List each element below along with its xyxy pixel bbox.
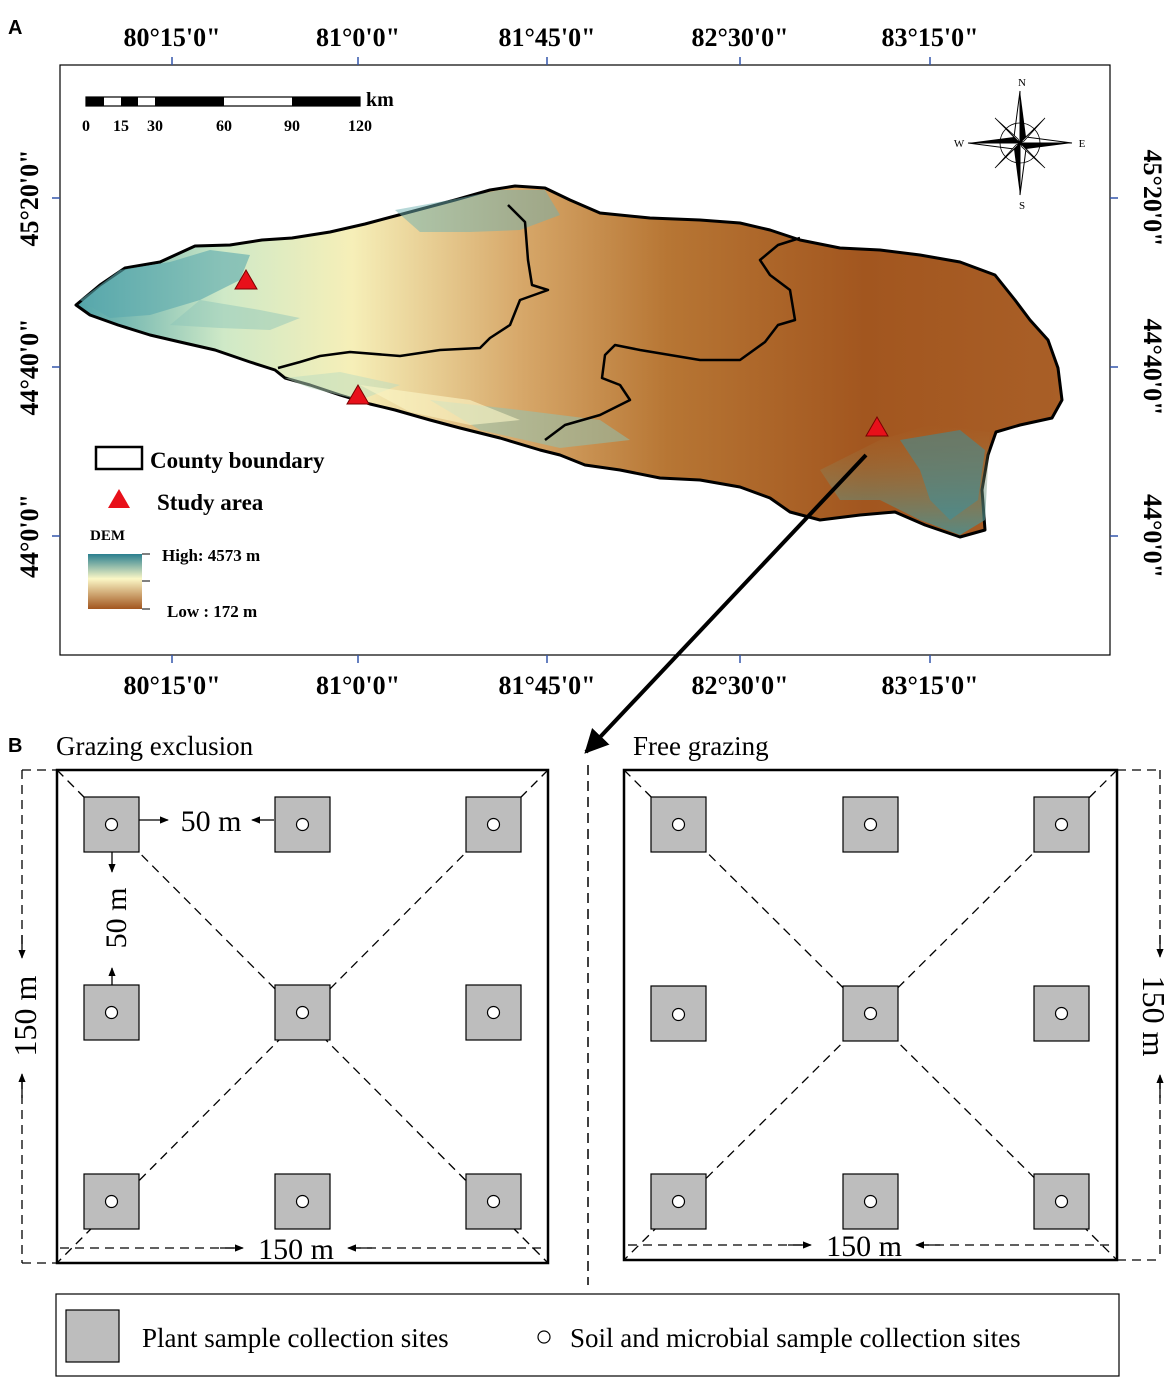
dem-title: DEM xyxy=(90,528,125,544)
left-height-label: 150 m xyxy=(7,975,43,1056)
lat-label-left-3: 44°0'0" xyxy=(15,494,44,578)
study-area-label: Study area xyxy=(157,490,264,515)
compass-rose-icon: N S E W xyxy=(954,77,1086,212)
study-area-marker-2 xyxy=(346,384,370,405)
lat-label-right-3: 44°0'0" xyxy=(1138,494,1167,578)
zoom-arrow xyxy=(584,453,868,754)
lon-label-bottom-1: 80°15'0" xyxy=(123,671,220,700)
soil-site xyxy=(486,817,501,832)
right-width-label: 150 m xyxy=(826,1230,902,1263)
map-legend: County boundary Study area DEM High: 457… xyxy=(88,445,325,621)
spacing-label-vertical: 50 m xyxy=(100,888,133,949)
soil-site xyxy=(671,817,686,832)
soil-site xyxy=(671,1007,686,1022)
soil-site xyxy=(1054,1194,1069,1209)
soil-site xyxy=(104,1005,119,1020)
soil-site xyxy=(486,1194,501,1209)
lat-label-left-2: 44°40'0" xyxy=(15,318,44,415)
left-plot-title: Grazing exclusion xyxy=(56,731,254,761)
grazing-exclusion-plot: 150 m 150 m 50 m 50 m xyxy=(7,768,550,1266)
plant-site xyxy=(274,984,331,1041)
dem-high-label: High: 4573 m xyxy=(162,546,260,565)
soil-site xyxy=(863,1194,878,1209)
study-area-marker-1 xyxy=(234,269,258,290)
lon-label-bottom-2: 81°0'0" xyxy=(316,671,400,700)
soil-site-legend-icon xyxy=(537,1330,551,1344)
sampling-legend: Plant sample collection sites Soil and m… xyxy=(55,1293,1120,1377)
lon-label-bottom-4: 82°30'0" xyxy=(691,671,788,700)
compass-s: S xyxy=(1019,200,1025,212)
dem-color-ramp xyxy=(88,554,142,609)
panel-a-label: A xyxy=(8,17,22,39)
compass-e: E xyxy=(1079,138,1086,150)
soil-site xyxy=(295,817,310,832)
soil-site xyxy=(104,817,119,832)
scale-tick-60: 60 xyxy=(216,118,232,135)
soil-site xyxy=(671,1194,686,1209)
free-grazing-plot: 150 m 150 m xyxy=(622,768,1170,1263)
soil-site xyxy=(104,1194,119,1209)
soil-site xyxy=(295,1005,310,1020)
lon-label-bottom-5: 83°15'0" xyxy=(881,671,978,700)
lon-label-top-2: 81°0'0" xyxy=(316,23,400,52)
plant-site-legend-icon xyxy=(65,1309,120,1363)
lon-label-top-4: 82°30'0" xyxy=(691,23,788,52)
panel-a: A 80°15'0" 81°0'0" 81°45'0" 82°30'0" 83°… xyxy=(8,17,1167,754)
compass-n: N xyxy=(1018,77,1026,89)
lat-label-right-2: 44°40'0" xyxy=(1138,318,1167,415)
sampling-legend-box xyxy=(55,1293,1120,1377)
lon-label-top-5: 83°15'0" xyxy=(881,23,978,52)
right-plot-title: Free grazing xyxy=(633,731,769,761)
study-area-markers xyxy=(234,269,889,437)
dem-low-label: Low : 172 m xyxy=(167,602,257,621)
study-area-legend-icon xyxy=(108,489,130,508)
dem-terrain xyxy=(74,184,1064,539)
scale-bar-unit: km xyxy=(366,89,394,111)
soil-site xyxy=(1054,817,1069,832)
study-area-marker-3 xyxy=(865,416,889,437)
panel-b-label: B xyxy=(8,735,22,757)
soil-site xyxy=(295,1194,310,1209)
panel-b: B Grazing exclusion Free grazing xyxy=(7,731,1170,1377)
scale-tick-90: 90 xyxy=(284,118,300,135)
soil-site xyxy=(863,817,878,832)
scale-tick-15: 15 xyxy=(113,118,129,135)
right-height-label: 150 m xyxy=(1136,976,1170,1057)
lon-label-bottom-3: 81°45'0" xyxy=(498,671,595,700)
soil-site-legend-label: Soil and microbial sample collection sit… xyxy=(570,1323,1021,1353)
scale-bar: km 0 15 30 60 90 120 xyxy=(82,89,394,135)
left-width-label: 150 m xyxy=(258,1233,334,1266)
graticule-ticks xyxy=(52,57,1118,663)
soil-site xyxy=(863,1006,878,1021)
county-boundary-swatch xyxy=(94,445,144,471)
lon-label-top-3: 81°45'0" xyxy=(498,23,595,52)
county-boundaries xyxy=(277,204,801,441)
spacing-label-horizontal: 50 m xyxy=(181,805,242,838)
soil-site xyxy=(1054,1006,1069,1021)
lat-label-right-1: 45°20'0" xyxy=(1138,149,1167,246)
scale-tick-30: 30 xyxy=(147,118,163,135)
county-boundary-label: County boundary xyxy=(150,448,325,473)
lat-label-left-1: 45°20'0" xyxy=(15,149,44,246)
compass-w: W xyxy=(954,138,965,150)
scale-tick-120: 120 xyxy=(348,118,372,135)
lon-label-top-1: 80°15'0" xyxy=(123,23,220,52)
plant-site-legend-label: Plant sample collection sites xyxy=(142,1323,449,1353)
scale-tick-0: 0 xyxy=(82,118,90,135)
soil-site xyxy=(486,1005,501,1020)
